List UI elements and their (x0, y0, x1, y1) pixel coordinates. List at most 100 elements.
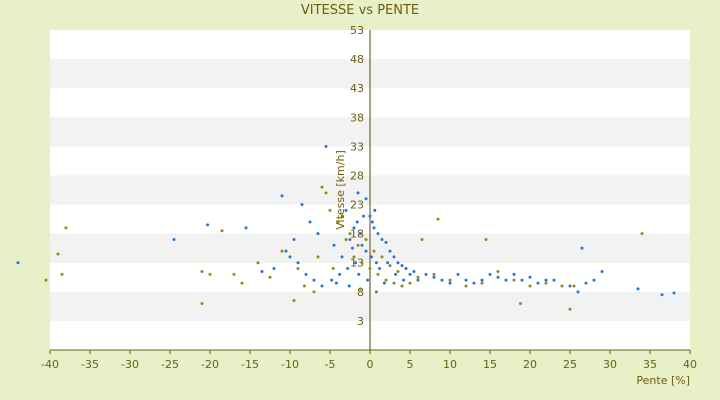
data-point (672, 291, 676, 295)
data-point (320, 185, 324, 189)
data-point (380, 255, 384, 259)
x-tick-label: -5 (325, 358, 336, 371)
data-point (400, 264, 404, 268)
data-point (504, 278, 508, 282)
data-point (372, 226, 376, 230)
data-point (424, 272, 428, 276)
data-point (280, 249, 284, 253)
data-point (472, 281, 476, 285)
data-point (374, 290, 378, 294)
data-point (320, 284, 324, 288)
data-point (496, 275, 500, 279)
data-point (536, 281, 540, 285)
data-point (600, 269, 604, 273)
data-point (362, 214, 366, 218)
data-point (402, 278, 406, 282)
data-point (324, 144, 328, 148)
data-point (386, 261, 390, 265)
data-point (640, 232, 644, 236)
data-point (357, 272, 361, 276)
data-point (364, 237, 368, 241)
data-point (334, 281, 338, 285)
data-point (432, 275, 436, 279)
x-tick-label: -30 (121, 358, 139, 371)
data-point (240, 281, 244, 285)
data-point (366, 278, 370, 282)
data-point (392, 255, 396, 259)
chart-title: VITESSE vs PENTE (301, 3, 419, 18)
x-tick-label: 35 (643, 358, 657, 371)
data-point (592, 278, 596, 282)
data-point (370, 255, 374, 259)
x-tick-label: -20 (201, 358, 219, 371)
y-axis-label: Vitesse [km/h] (334, 150, 347, 230)
data-point (352, 226, 356, 230)
data-point (340, 214, 344, 218)
data-point (544, 281, 548, 285)
data-point (388, 249, 392, 253)
data-point (296, 267, 300, 271)
data-point (384, 240, 388, 244)
data-point (331, 267, 335, 271)
data-point (373, 208, 377, 212)
data-point (396, 269, 400, 273)
data-point (292, 237, 296, 241)
data-point (560, 284, 564, 288)
data-point (364, 249, 368, 253)
data-point (302, 284, 306, 288)
data-point (312, 290, 316, 294)
y-tick-label: 3 (357, 315, 364, 328)
data-point (408, 281, 412, 285)
data-point (484, 237, 488, 241)
data-point (378, 267, 382, 271)
data-point (380, 237, 384, 241)
data-point (344, 208, 348, 212)
y-tick-label: 8 (357, 286, 364, 299)
data-point (284, 249, 288, 253)
data-point (552, 278, 556, 282)
data-point (568, 284, 572, 288)
data-point (528, 284, 532, 288)
data-point (360, 243, 364, 247)
data-point (200, 269, 204, 273)
data-point (296, 261, 300, 265)
data-point (408, 272, 412, 276)
data-point (200, 301, 204, 305)
x-tick-label: -40 (41, 358, 59, 371)
x-tick-label: 25 (563, 358, 577, 371)
y-tick-label: 33 (350, 140, 364, 153)
data-point (288, 255, 292, 259)
x-axis-label: Pente [%] (636, 374, 690, 387)
data-point (496, 269, 500, 273)
data-point (332, 243, 336, 247)
data-point (346, 267, 350, 271)
data-point (580, 246, 584, 250)
data-point (572, 284, 576, 288)
data-point (420, 237, 424, 241)
y-tick-label: 23 (350, 199, 364, 212)
data-point (312, 278, 316, 282)
data-point (370, 220, 374, 224)
data-point (636, 287, 640, 291)
data-point (208, 272, 212, 276)
data-point (356, 191, 360, 195)
x-tick-label: 40 (683, 358, 697, 371)
data-point (368, 267, 372, 271)
data-point (432, 272, 436, 276)
data-point (304, 272, 308, 276)
data-point (382, 281, 386, 285)
data-point (480, 278, 484, 282)
x-tick-label: 10 (443, 358, 457, 371)
data-point (232, 272, 236, 276)
data-point (354, 261, 358, 265)
data-point (292, 299, 296, 303)
data-point (512, 272, 516, 276)
data-point (518, 301, 522, 305)
data-point (372, 249, 376, 253)
data-point (348, 232, 352, 236)
data-point (352, 255, 356, 259)
data-point (358, 232, 362, 236)
data-point (384, 278, 388, 282)
y-tick-label: 18 (350, 228, 364, 241)
